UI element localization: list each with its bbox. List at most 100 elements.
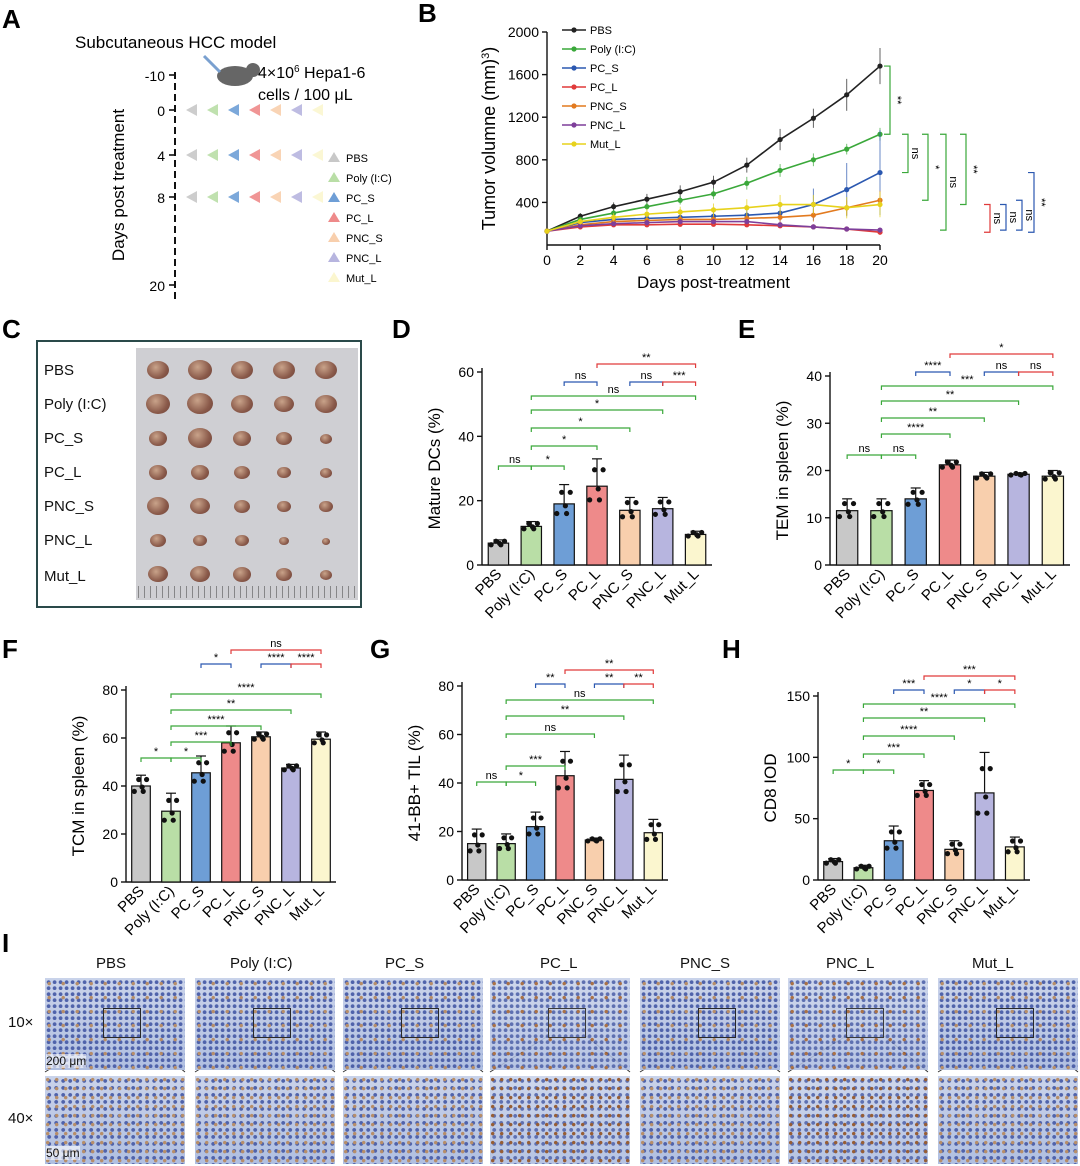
bar	[914, 789, 934, 881]
data-dot	[919, 781, 925, 788]
day-label: -10	[145, 68, 165, 84]
x-tick-label: 12	[739, 252, 755, 268]
tumor-row-label: PBS	[44, 362, 75, 379]
tumor-sample	[234, 500, 250, 514]
data-dot	[293, 763, 300, 769]
data-dot	[892, 839, 898, 845]
ihc-group-label: Poly (I:C)	[230, 955, 293, 972]
data-dot	[648, 822, 654, 828]
data-dot	[850, 500, 857, 507]
significance-label: ****	[207, 714, 225, 726]
data-dot	[657, 499, 663, 505]
injection-text: cells / 100 μL	[258, 87, 353, 104]
micrograph	[490, 1076, 630, 1164]
significance-label: *	[967, 678, 972, 690]
ihc-group-label: PNC_S	[680, 955, 731, 972]
y-tick-label: 40	[458, 428, 474, 444]
significance-bracket	[983, 371, 1020, 376]
bar	[1007, 473, 1030, 566]
significance-bracket	[846, 454, 883, 459]
significance-bracket	[170, 741, 232, 746]
ihc-group-label: PC_L	[540, 955, 578, 972]
legend-swatch	[328, 272, 340, 282]
data-dot	[948, 462, 954, 468]
tumor-sample	[147, 361, 169, 380]
data-dot	[555, 785, 562, 791]
y-tick-label: 60	[438, 727, 454, 743]
legend-marker	[571, 65, 577, 71]
legend-entry: PBS	[590, 25, 612, 37]
data-point	[710, 218, 717, 225]
y-tick-label: 0	[814, 557, 822, 573]
legend-entry: PNC_L	[346, 253, 381, 265]
significance-bracket	[922, 133, 929, 201]
data-point	[844, 146, 850, 152]
micrograph	[195, 978, 335, 1070]
significance-bracket	[170, 709, 292, 714]
data-point	[611, 204, 617, 210]
tumor-sample	[233, 567, 251, 582]
bar	[904, 498, 927, 566]
data-point	[777, 136, 783, 143]
tumor-sample	[235, 535, 249, 547]
data-dot	[251, 736, 257, 742]
magnification-label: 40×	[8, 1110, 34, 1127]
significance-label: ns	[996, 360, 1008, 372]
data-dot	[289, 765, 295, 771]
data-point	[677, 189, 683, 195]
bar	[1041, 475, 1065, 566]
data-point	[844, 92, 850, 98]
data-point	[677, 197, 683, 203]
significance-label: *	[999, 342, 1004, 354]
significance-bracket	[530, 445, 598, 450]
panel-label: C	[2, 314, 21, 344]
data-dot	[140, 788, 146, 795]
data-dot	[988, 471, 994, 477]
y-tick-label: 10	[806, 510, 822, 526]
data-dot	[866, 863, 872, 869]
tumor-sample	[320, 468, 332, 478]
micrograph	[938, 978, 1078, 1070]
y-tick-label: 20	[438, 824, 454, 840]
magnification-label: 10×	[8, 1014, 34, 1031]
significance-label: ***	[961, 374, 975, 386]
data-point	[810, 224, 817, 230]
tumor-sample	[231, 361, 253, 380]
mouse-icon	[246, 63, 260, 77]
treatment-triangle	[228, 191, 239, 203]
treatment-triangle	[291, 149, 302, 161]
data-dot	[987, 766, 993, 772]
data-dot	[196, 760, 202, 766]
tumor-sample	[315, 395, 337, 414]
x-tick-label: PC_S	[861, 881, 901, 921]
data-point	[710, 191, 717, 197]
y-tick-label: 0	[802, 872, 810, 888]
treatment-triangle	[312, 191, 323, 203]
tumor-row-label: PC_L	[44, 464, 82, 481]
data-dot	[871, 513, 877, 520]
significance-bracket	[862, 753, 925, 758]
data-dot	[191, 778, 197, 784]
significance-label: ns	[1007, 211, 1019, 223]
significance-bracket	[1028, 171, 1035, 233]
data-dot	[923, 792, 929, 798]
data-dot	[496, 845, 503, 852]
micrograph	[343, 1076, 483, 1164]
significance-bracket	[984, 203, 991, 233]
tumor-sample	[274, 396, 294, 413]
x-tick-label: PC_S	[883, 566, 923, 606]
significance-bracket	[862, 717, 986, 722]
data-dot	[979, 766, 985, 772]
data-point	[611, 210, 617, 216]
data-dot	[203, 760, 210, 766]
tumor-row-label: Mut_L	[44, 568, 86, 585]
significance-label: ****	[931, 692, 949, 704]
data-dot	[509, 835, 515, 841]
bar	[974, 792, 995, 881]
legend-marker	[571, 84, 577, 90]
data-dot	[614, 788, 620, 795]
significance-bracket	[290, 663, 322, 668]
treatment-triangle	[249, 104, 260, 116]
significance-label: ns	[640, 370, 652, 382]
data-dot	[259, 734, 265, 740]
